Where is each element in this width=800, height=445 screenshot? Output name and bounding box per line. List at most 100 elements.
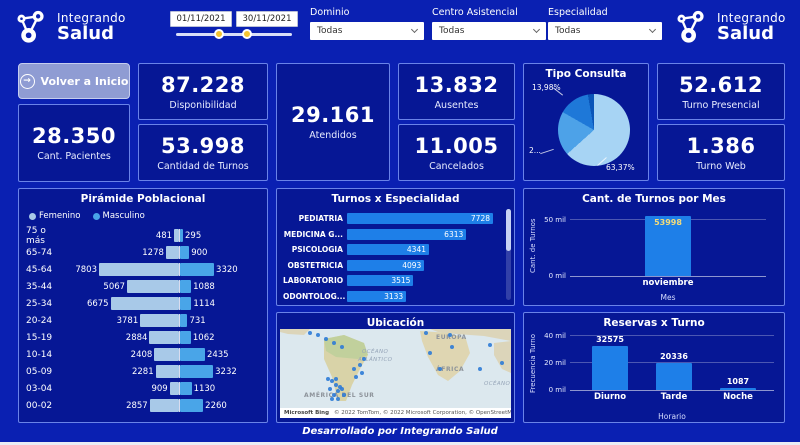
panel-piramide-poblacional: Pirámide Poblacional Femenino Masculino … bbox=[18, 188, 268, 423]
gridline bbox=[570, 362, 774, 364]
pyramid-age-label: 20-24 bbox=[26, 315, 53, 326]
slider-handle-start[interactable] bbox=[214, 29, 224, 39]
kpi-ausentes: 13.832 Ausentes bbox=[398, 63, 515, 120]
map-marker[interactable] bbox=[316, 333, 320, 337]
femenino-bar[interactable] bbox=[149, 399, 179, 412]
femenino-value: 1278 bbox=[142, 247, 164, 258]
map-marker[interactable] bbox=[342, 393, 346, 397]
map-marker[interactable] bbox=[354, 375, 358, 379]
centro-select[interactable]: Todas bbox=[432, 22, 546, 40]
map-marker[interactable] bbox=[488, 343, 492, 347]
legend-item-femenino[interactable]: Femenino bbox=[29, 211, 81, 221]
map-marker[interactable] bbox=[438, 367, 442, 371]
scrollbar[interactable] bbox=[506, 209, 511, 300]
atendidos-label: Atendidos bbox=[309, 130, 357, 141]
map-marker[interactable] bbox=[340, 387, 344, 391]
column-value-label: 32575 bbox=[596, 335, 624, 345]
logo-line2: Salud bbox=[717, 22, 774, 44]
column-bar[interactable] bbox=[645, 215, 691, 276]
map-marker[interactable] bbox=[324, 337, 328, 341]
column-bar[interactable] bbox=[720, 388, 756, 390]
femenino-bar[interactable] bbox=[169, 382, 179, 395]
masculino-bar[interactable] bbox=[180, 348, 205, 361]
map-marker[interactable] bbox=[358, 363, 362, 367]
femenino-bar[interactable] bbox=[127, 280, 179, 293]
map-marker[interactable] bbox=[500, 361, 504, 365]
masculino-bar[interactable] bbox=[180, 246, 190, 259]
especialidad-bar[interactable]: 4341 bbox=[347, 244, 429, 256]
femenino-zone: 3781 bbox=[67, 314, 179, 327]
femenino-bar[interactable] bbox=[140, 314, 179, 327]
femenino-bar[interactable] bbox=[165, 246, 179, 259]
femenino-value: 2857 bbox=[126, 400, 148, 411]
scrollbar-thumb[interactable] bbox=[506, 209, 511, 251]
map-marker[interactable] bbox=[332, 393, 336, 397]
especialidad-bar[interactable]: 3133 bbox=[347, 290, 407, 302]
turnos-mes-y-axis-title: Cant. de Turnos bbox=[529, 218, 537, 274]
map-marker[interactable] bbox=[362, 357, 366, 361]
masculino-bar[interactable] bbox=[180, 331, 191, 344]
map-marker[interactable] bbox=[332, 341, 336, 345]
masculino-bar[interactable] bbox=[180, 365, 214, 378]
masculino-bar[interactable] bbox=[180, 314, 188, 327]
slider-handle-end[interactable] bbox=[242, 29, 252, 39]
masculino-bar[interactable] bbox=[180, 297, 192, 310]
bing-logo: Microsoft Bing bbox=[284, 410, 330, 416]
femenino-bar[interactable] bbox=[110, 297, 179, 310]
volver-inicio-button[interactable]: → Volver a Inicio bbox=[18, 63, 130, 99]
column-bar[interactable] bbox=[592, 346, 628, 390]
date-range-slider[interactable] bbox=[176, 29, 292, 39]
turnos-mes-x-axis-title: Mes bbox=[660, 293, 676, 302]
especialidad-value: 6313 bbox=[444, 229, 464, 239]
masculino-bar[interactable] bbox=[180, 263, 215, 276]
especialidad-bar[interactable]: 7728 bbox=[347, 213, 493, 225]
panel-ubicacion: Ubicación EUROPA ÁFRICA AMÉRICA DEL SUR … bbox=[276, 312, 515, 423]
map-marker[interactable] bbox=[336, 389, 340, 393]
logo-line1: Integrando bbox=[57, 10, 126, 25]
femenino-bar[interactable] bbox=[99, 263, 179, 276]
especialidad-bar[interactable]: 6313 bbox=[347, 228, 467, 240]
especialidad-select[interactable]: Todas bbox=[548, 22, 662, 40]
femenino-bar[interactable] bbox=[174, 229, 179, 242]
map-marker[interactable] bbox=[308, 331, 312, 335]
map-marker[interactable] bbox=[340, 345, 344, 349]
map-marker[interactable] bbox=[334, 383, 338, 387]
chevron-down-icon bbox=[410, 25, 419, 34]
pyramid-row: 25-34 6675 1114 bbox=[21, 295, 265, 312]
map-marker[interactable] bbox=[334, 377, 338, 381]
masculino-bar[interactable] bbox=[180, 229, 184, 242]
pyramid-row: 10-14 2408 2435 bbox=[21, 346, 265, 363]
map-marker[interactable] bbox=[326, 377, 330, 381]
femenino-bar[interactable] bbox=[154, 348, 179, 361]
map-marker[interactable] bbox=[360, 371, 364, 375]
date-from-input[interactable]: 01/11/2021 bbox=[170, 11, 232, 27]
map-marker[interactable] bbox=[352, 367, 356, 371]
panel-turnos-especialidad: Turnos x Especialidad PEDIATRIA 7728 MEDIC… bbox=[276, 188, 515, 306]
map-marker[interactable] bbox=[336, 397, 340, 401]
map-marker[interactable] bbox=[428, 351, 432, 355]
map-marker[interactable] bbox=[328, 387, 332, 391]
legend-item-masculino[interactable]: Masculino bbox=[92, 211, 145, 221]
femenino-bar[interactable] bbox=[155, 365, 179, 378]
map-marker[interactable] bbox=[330, 379, 334, 383]
especialidad-bar[interactable]: 4093 bbox=[347, 259, 425, 271]
masculino-zone: 1130 bbox=[179, 382, 263, 395]
map-marker[interactable] bbox=[478, 367, 482, 371]
map-marker[interactable] bbox=[330, 397, 334, 401]
pie-label-13: 13,98% bbox=[532, 83, 561, 92]
masculino-bar[interactable] bbox=[180, 382, 192, 395]
date-to-input[interactable]: 30/11/2021 bbox=[236, 11, 298, 27]
map-marker[interactable] bbox=[448, 333, 452, 337]
kpi-atendidos: 29.161 Atendidos bbox=[276, 63, 390, 181]
especialidad-bar[interactable]: 3515 bbox=[347, 275, 414, 287]
turno-web-label: Turno Web bbox=[696, 160, 746, 172]
map-marker[interactable] bbox=[424, 331, 428, 335]
femenino-bar[interactable] bbox=[149, 331, 179, 344]
map-marker[interactable] bbox=[450, 345, 454, 349]
dominio-select[interactable]: Todas bbox=[310, 22, 424, 40]
map-canvas[interactable]: EUROPA ÁFRICA AMÉRICA DEL SUR OCÉANO ATL… bbox=[280, 329, 511, 417]
masculino-bar[interactable] bbox=[180, 280, 192, 293]
masculino-bar[interactable] bbox=[180, 399, 204, 412]
column-bar[interactable] bbox=[656, 362, 692, 390]
tipo-consulta-pie[interactable] bbox=[558, 94, 630, 166]
